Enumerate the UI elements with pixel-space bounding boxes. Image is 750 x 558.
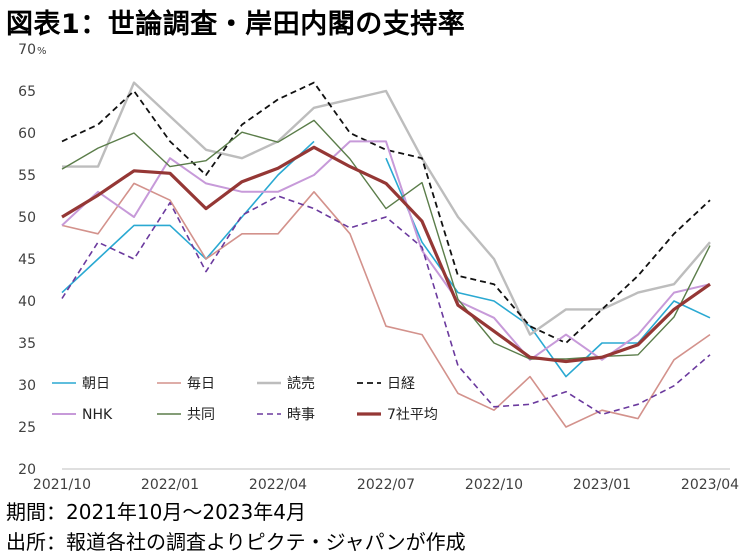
y-tick-label: 40 [18, 294, 36, 310]
x-tick-label: 2022/04 [249, 477, 307, 493]
y-tick-label: 45 [18, 252, 36, 268]
series-line-2 [62, 81, 711, 336]
series-line-5 [61, 119, 711, 360]
series-line-4 [61, 140, 711, 361]
series-line-0 [61, 140, 711, 378]
period-note: 期間：2021年10月～2023年4月 [6, 500, 306, 524]
x-tick-label: 2021/10 [33, 477, 91, 493]
legend: 朝日 毎日 読売 日経 NHK 共同 時事 7社平均 [52, 375, 438, 423]
x-tick-label: 2022/01 [141, 477, 199, 493]
page-title: 図表1：世論調査・岸田内閣の支持率 [6, 9, 466, 40]
legend-label: 時事 [287, 407, 315, 423]
legend-label: 7社平均 [387, 407, 438, 423]
y-unit-label: % [37, 46, 47, 57]
legend-label: 朝日 [82, 376, 110, 392]
x-tick-label: 2023/04 [681, 477, 739, 493]
series-line-6 [61, 195, 711, 416]
y-tick-label: 35 [18, 336, 36, 352]
y-tick-label: 30 [18, 378, 36, 394]
y-tick-label: 70 [18, 42, 36, 58]
legend-label: 共同 [187, 407, 215, 423]
x-tick-label: 2022/10 [465, 477, 523, 493]
y-tick-label: 55 [18, 168, 36, 184]
legend-label: 毎日 [187, 376, 215, 392]
series-line-1 [61, 182, 711, 428]
x-tick-label: 2023/01 [573, 477, 631, 493]
x-tick-label: 2022/07 [357, 477, 415, 493]
legend-label: NHK [82, 407, 113, 423]
legend-label: 読売 [287, 375, 315, 392]
axis-layer: 20 25 30 35 40 45 50 55 60 65 70 % 2021/10 2022/01 202… [18, 42, 739, 493]
series-layer [61, 81, 711, 428]
series-line-3 [61, 81, 711, 344]
legend-label: 日経 [387, 376, 415, 392]
series-line-7 [61, 145, 711, 364]
y-tick-label: 20 [18, 462, 36, 478]
y-tick-label: 65 [18, 84, 36, 100]
y-tick-label: 25 [18, 420, 36, 436]
source-note: 出所：報道各社の調査よりピクテ・ジャパンが作成 [6, 530, 466, 554]
y-tick-label: 60 [18, 126, 36, 142]
y-tick-label: 50 [18, 210, 36, 226]
